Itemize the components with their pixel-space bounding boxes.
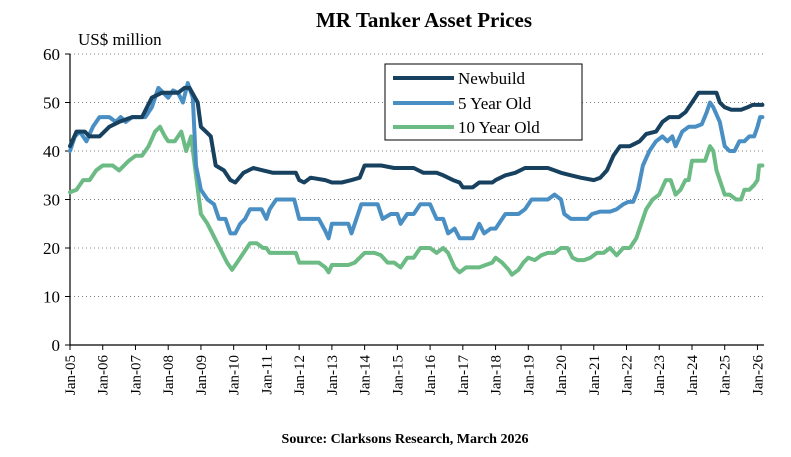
x-tick-label: Jan-15 (390, 355, 406, 395)
y-tick-label: 40 (43, 142, 60, 161)
series-line-newbuild (68, 85, 765, 190)
x-tick-label: Jan-18 (489, 355, 505, 395)
legend: Newbuild 5 Year Old 10 Year Old (384, 63, 583, 141)
y-axis-ticks: 0 10 20 30 40 50 60 (43, 45, 70, 355)
legend-label-newbuild: Newbuild (458, 69, 526, 88)
x-tick-label: Jan-20 (554, 355, 570, 395)
y-tick-label: 0 (52, 336, 61, 355)
x-tick-label: Jan-22 (620, 355, 636, 395)
x-tick-label: Jan-08 (161, 355, 177, 395)
x-tick-label: Jan-06 (96, 355, 112, 395)
legend-label-5-year-old: 5 Year Old (458, 94, 532, 113)
chart-title: MR Tanker Asset Prices (316, 8, 532, 32)
x-tick-label: Jan-26 (750, 355, 766, 395)
x-tick-label: Jan-14 (358, 355, 374, 395)
source-note: Source: Clarksons Research, March 2026 (282, 432, 529, 447)
x-tick-label: Jan-16 (423, 355, 439, 395)
x-tick-label: Jan-12 (292, 355, 308, 395)
x-tick-label: Jan-23 (652, 355, 668, 395)
y-axis-unit-label: US$ million (78, 30, 162, 49)
x-axis-ticks: Jan-05 Jan-06 Jan-07 Jan-08 Jan-09 Jan-10 Jan-… (63, 345, 766, 395)
x-tick-label: Jan-24 (685, 355, 701, 395)
y-tick-label: 20 (43, 239, 60, 258)
x-tick-label: Jan-11 (259, 355, 275, 394)
x-tick-label: Jan-07 (128, 355, 144, 395)
x-tick-label: Jan-19 (521, 355, 537, 395)
x-tick-label: Jan-25 (718, 355, 734, 395)
series-line-10-year-old (68, 124, 765, 277)
y-tick-label: 60 (43, 45, 60, 64)
x-tick-label: Jan-21 (587, 355, 603, 395)
x-tick-label: Jan-10 (227, 355, 243, 395)
x-tick-label: Jan-05 (63, 355, 79, 395)
y-tick-label: 30 (43, 191, 60, 210)
legend-label-10-year-old: 10 Year Old (458, 118, 540, 137)
x-tick-label: Jan-13 (325, 355, 341, 395)
y-tick-label: 10 (43, 288, 60, 307)
x-tick-label: Jan-09 (194, 355, 210, 395)
y-tick-label: 50 (43, 94, 60, 113)
x-tick-label: Jan-17 (456, 355, 472, 395)
series-lines (68, 81, 765, 277)
